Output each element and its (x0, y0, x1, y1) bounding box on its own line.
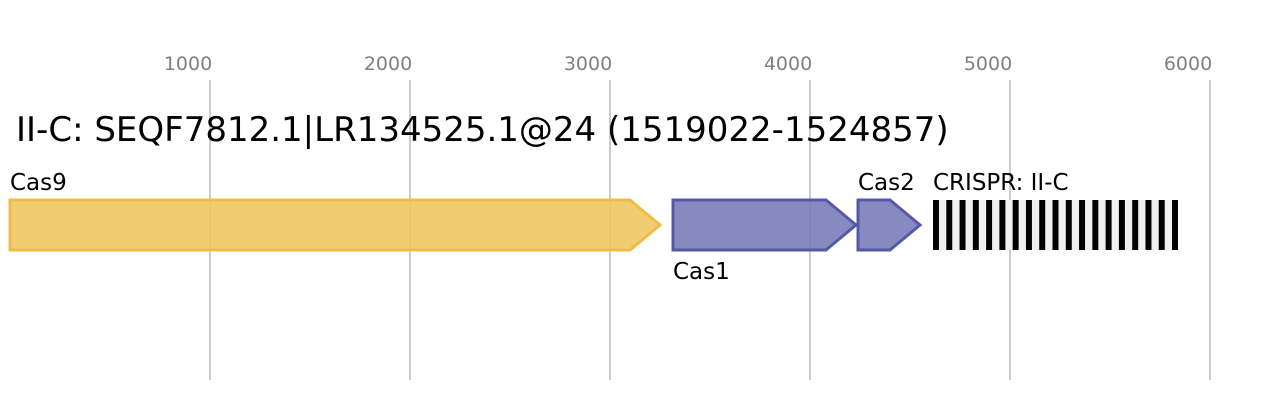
crispr-repeat (1158, 200, 1165, 250)
gene-arrow-cas1 (671, 198, 859, 252)
tick-label-3000: 3000 (564, 53, 612, 75)
gene-arrow-cas2 (856, 198, 923, 252)
chart-title: II-C: SEQF7812.1|LR134525.1@24 (1519022-… (16, 110, 949, 150)
gene-label-cas9: Cas9 (10, 170, 67, 196)
crispr-repeat (1012, 200, 1019, 250)
gene-label-cas1: Cas1 (673, 259, 730, 285)
tick-label-6000: 6000 (1164, 53, 1212, 75)
tick-label-1000: 1000 (164, 53, 212, 75)
crispr-repeat (1065, 200, 1072, 250)
crispr-repeat (1079, 200, 1086, 250)
crispr-repeat (1132, 200, 1139, 250)
crispr-repeat (1105, 200, 1112, 250)
tick-label-2000: 2000 (364, 53, 412, 75)
gene-label-cas2: Cas2 (858, 170, 915, 196)
gene-arrow-cas9 (8, 198, 663, 252)
crispr-array: CRISPR: II-C (933, 170, 1178, 250)
crispr-label: CRISPR: II-C (933, 170, 1069, 196)
crispr-repeat (933, 200, 939, 250)
crispr-repeat (1092, 200, 1099, 250)
crispr-repeat (959, 200, 966, 250)
crispr-repeat (1118, 200, 1125, 250)
tick-label-4000: 4000 (764, 53, 812, 75)
features: Cas9 Cas1 Cas2 (8, 170, 923, 285)
crispr-repeat (946, 200, 953, 250)
crispr-repeat (1145, 200, 1152, 250)
crispr-repeat (1172, 200, 1178, 250)
tick-label-5000: 5000 (964, 53, 1012, 75)
crispr-repeat (1039, 200, 1046, 250)
crispr-repeat (1025, 200, 1032, 250)
crispr-repeat (999, 200, 1006, 250)
crispr-repeat (1052, 200, 1059, 250)
crispr-repeat (972, 200, 979, 250)
crispr-repeat (986, 200, 993, 250)
